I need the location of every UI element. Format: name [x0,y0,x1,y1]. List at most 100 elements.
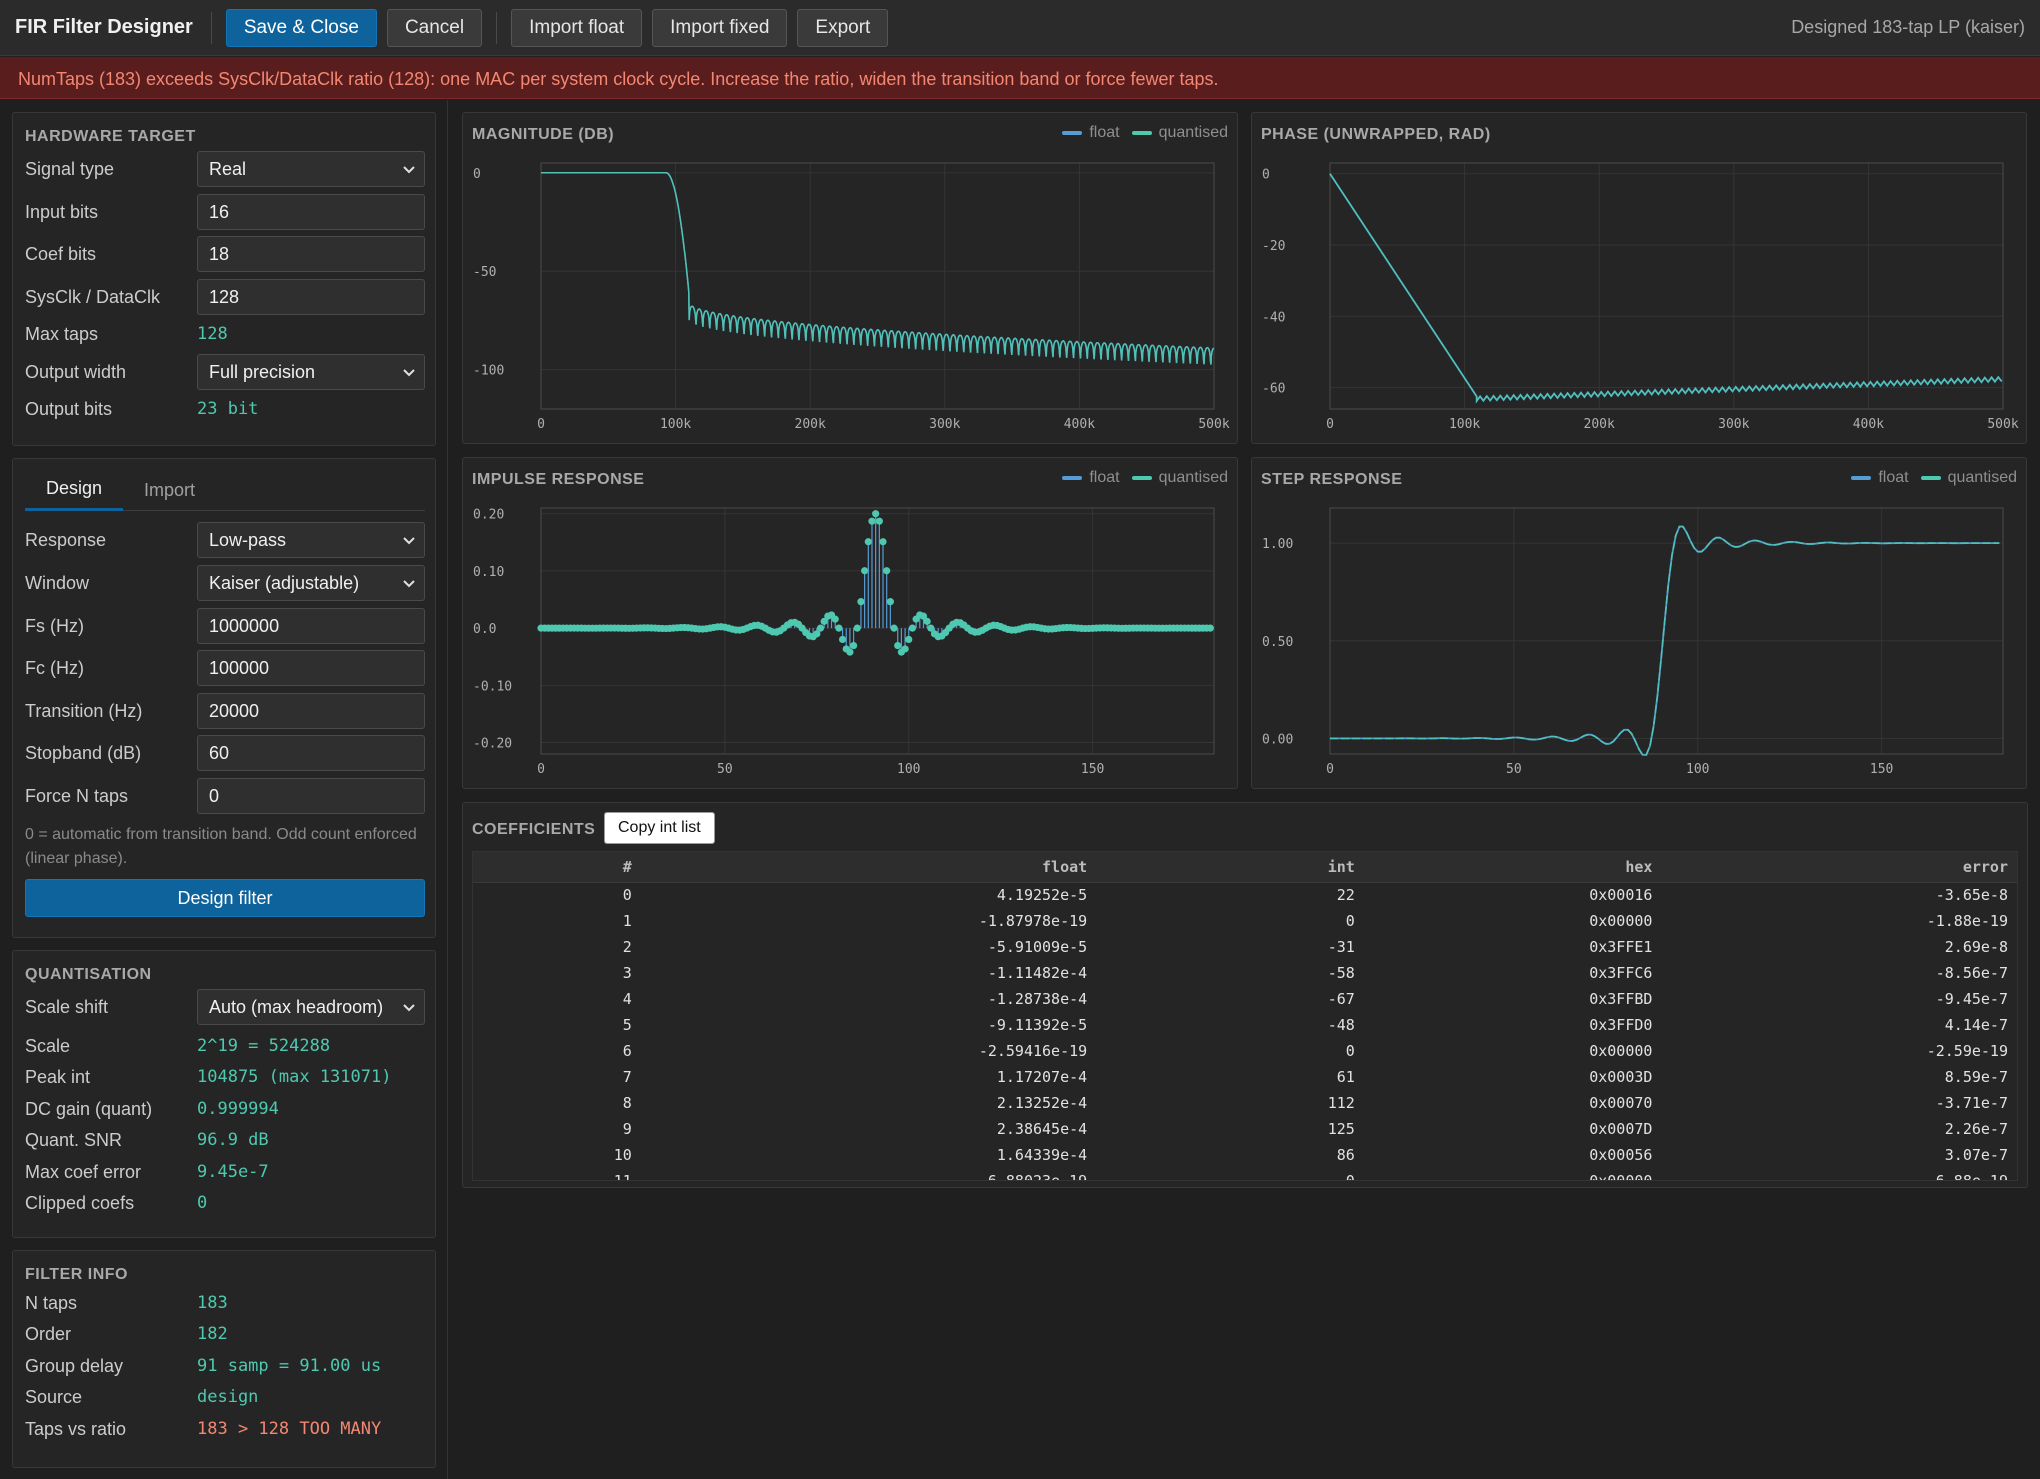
impulse-point [890,624,898,632]
coef-bits-row: Coef bits 18 [25,236,425,272]
table-cell: -2.59416e-19 [978,1042,1088,1060]
panel-title: QUANTISATION [25,966,152,983]
impulse-chart-panel: 0 50 100 150 0.20 0.10 0.0 -0.10 -0.20 IMPULSE R… [462,457,1238,789]
output-width-select[interactable]: Full precision [197,354,425,390]
impulse-point [868,517,876,525]
design-filter-button[interactable]: Design filter [25,879,425,917]
y-tick-label: 0.20 [473,508,504,523]
field-label: Response [25,529,107,550]
y-tick-label: 0.50 [1262,635,1293,650]
window-select[interactable]: Kaiser (adjustable) [197,565,425,601]
tab-import[interactable]: Import [144,479,196,500]
y-tick-label: -40 [1262,310,1285,325]
max-taps-row: Max taps 128 [25,316,425,352]
response-select[interactable]: Low-pass [197,522,425,558]
cancel-button[interactable]: Cancel [386,8,483,47]
group-delay-row: Group delay 91 samp = 91.00 us [25,1348,425,1384]
table-cell: 2.69e-8 [1944,938,2008,956]
column-header[interactable]: float [640,852,1097,883]
table-cell: 0x3FFC6 [1589,964,1653,982]
impulse-point [846,648,854,656]
order-row: Order 182 [25,1316,425,1352]
table-row[interactable]: 7 1.17207e-4 61 0x0003D 8.59e-7 [473,1064,2017,1090]
impulse-point [875,517,883,525]
legend-swatch-quantised [1131,476,1152,480]
transition-field[interactable]: 20000 [197,693,425,729]
table-cell: 0 [1345,1172,1355,1181]
y-tick-label: -0.10 [473,679,512,694]
ntaps-value: 183 [197,1293,228,1313]
table-row[interactable]: 8 2.13252e-4 112 0x00070 -3.71e-7 [473,1090,2017,1116]
transition-row: Transition (Hz) 20000 [25,693,425,729]
output-width-row: Output width Full precision [25,354,425,390]
table-row[interactable]: 3 -1.11482e-4 -58 0x3FFC6 -8.56e-7 [473,960,2017,986]
impulse-point [820,617,828,625]
impulse-point [853,624,861,632]
legend-swatch-float [1062,131,1083,135]
y-tick-label: 0.10 [473,565,504,580]
impulse-point [879,538,887,546]
export-button[interactable]: Export [797,8,889,47]
max-error-value: 9.45e-7 [197,1162,269,1182]
impulse-point [919,612,928,620]
table-row[interactable]: 2 -5.91009e-5 -31 0x3FFE1 2.69e-8 [473,934,2017,960]
float-series-line [541,172,1215,365]
table-cell: 0x3FFE1 [1589,938,1653,956]
impulse-point [872,510,880,518]
impulse-point [886,598,894,606]
quantised-series-line [541,172,1215,365]
table-cell: 2.13252e-4 [996,1094,1088,1112]
force-taps-field[interactable]: 0 [197,778,425,814]
table-cell: -58 [1327,964,1355,982]
select-value: Low-pass [209,529,287,550]
table-cell: 0x00016 [1589,886,1653,905]
table-cell: 2.38645e-4 [996,1120,1088,1138]
panel-title: COEFFICIENTS [472,821,596,838]
field-label: N taps [25,1292,78,1313]
select-value: Auto (max headroom) [209,996,384,1017]
scale-shift-select[interactable]: Auto (max headroom) [197,989,425,1025]
signal-type-row: Signal type Real [25,151,425,187]
save-close-button[interactable]: Save & Close [225,8,377,47]
column-header[interactable]: error [1661,852,2017,883]
x-tick-label: 0 [1326,762,1334,777]
table-cell: 61 [1336,1068,1355,1086]
field-label: Peak int [25,1066,91,1087]
table-row[interactable]: 11 6.88023e-19 0 0x00000 6.88e-19 [473,1168,2017,1181]
signal-type-select[interactable]: Real [197,151,425,187]
chevron-down-icon [403,166,415,174]
plot-frame [1329,162,2004,410]
table-row[interactable]: 0 4.19252e-5 22 0x00016 -3.65e-8 [473,882,2017,908]
stopband-field[interactable]: 60 [197,735,425,771]
table-row[interactable]: 10 1.64339e-4 86 0x00056 3.07e-7 [473,1142,2017,1168]
source-value: design [197,1387,259,1407]
column-header[interactable]: # [473,852,641,883]
column-header[interactable]: int [1096,852,1364,883]
table-row[interactable]: 6 -2.59416e-19 0 0x00000 -2.59e-19 [473,1038,2017,1064]
table-cell: -3.71e-7 [1935,1094,2008,1112]
coefficients-table-scroll[interactable]: # float int hex error 0 4.19252e-5 22 0x000… [472,851,2018,1181]
table-cell: 10 [613,1146,632,1164]
table-row[interactable]: 1 -1.87978e-19 0 0x00000 -1.88e-19 [473,908,2017,934]
import-fixed-button[interactable]: Import fixed [652,8,788,47]
copy-int-list-button[interactable]: Copy int list [604,812,715,844]
taps-ratio-value: 183 > 128 TOO MANY [197,1419,382,1439]
table-cell: 1.17207e-4 [996,1068,1088,1086]
coef-bits-field[interactable]: 18 [197,236,425,272]
table-cell: 0x00000 [1589,1042,1653,1060]
column-header[interactable]: hex [1363,852,1662,883]
clipped-value: 0 [197,1193,208,1213]
peak-int-row: Peak int 104875 (max 131071) [25,1059,425,1095]
fs-field[interactable]: 1000000 [197,608,425,644]
sysclk-ratio-field[interactable]: 128 [197,279,425,315]
fc-field[interactable]: 100000 [197,650,425,686]
import-float-button[interactable]: Import float [511,8,643,47]
field-label: SysClk / DataClk [25,286,161,307]
table-row[interactable]: 4 -1.28738e-4 -67 0x3FFBD -9.45e-7 [473,986,2017,1012]
table-row[interactable]: 5 -9.11392e-5 -48 0x3FFD0 4.14e-7 [473,1012,2017,1038]
phase-chart-panel: 0 100k 200k 300k 400k 500k 0 -20 -40 -60 PHASE (U… [1251,112,2027,444]
tab-design[interactable]: Design [25,469,124,511]
clipped-row: Clipped coefs 0 [25,1185,425,1221]
input-bits-field[interactable]: 16 [197,194,425,230]
table-row[interactable]: 9 2.38645e-4 125 0x0007D 2.26e-7 [473,1116,2017,1142]
